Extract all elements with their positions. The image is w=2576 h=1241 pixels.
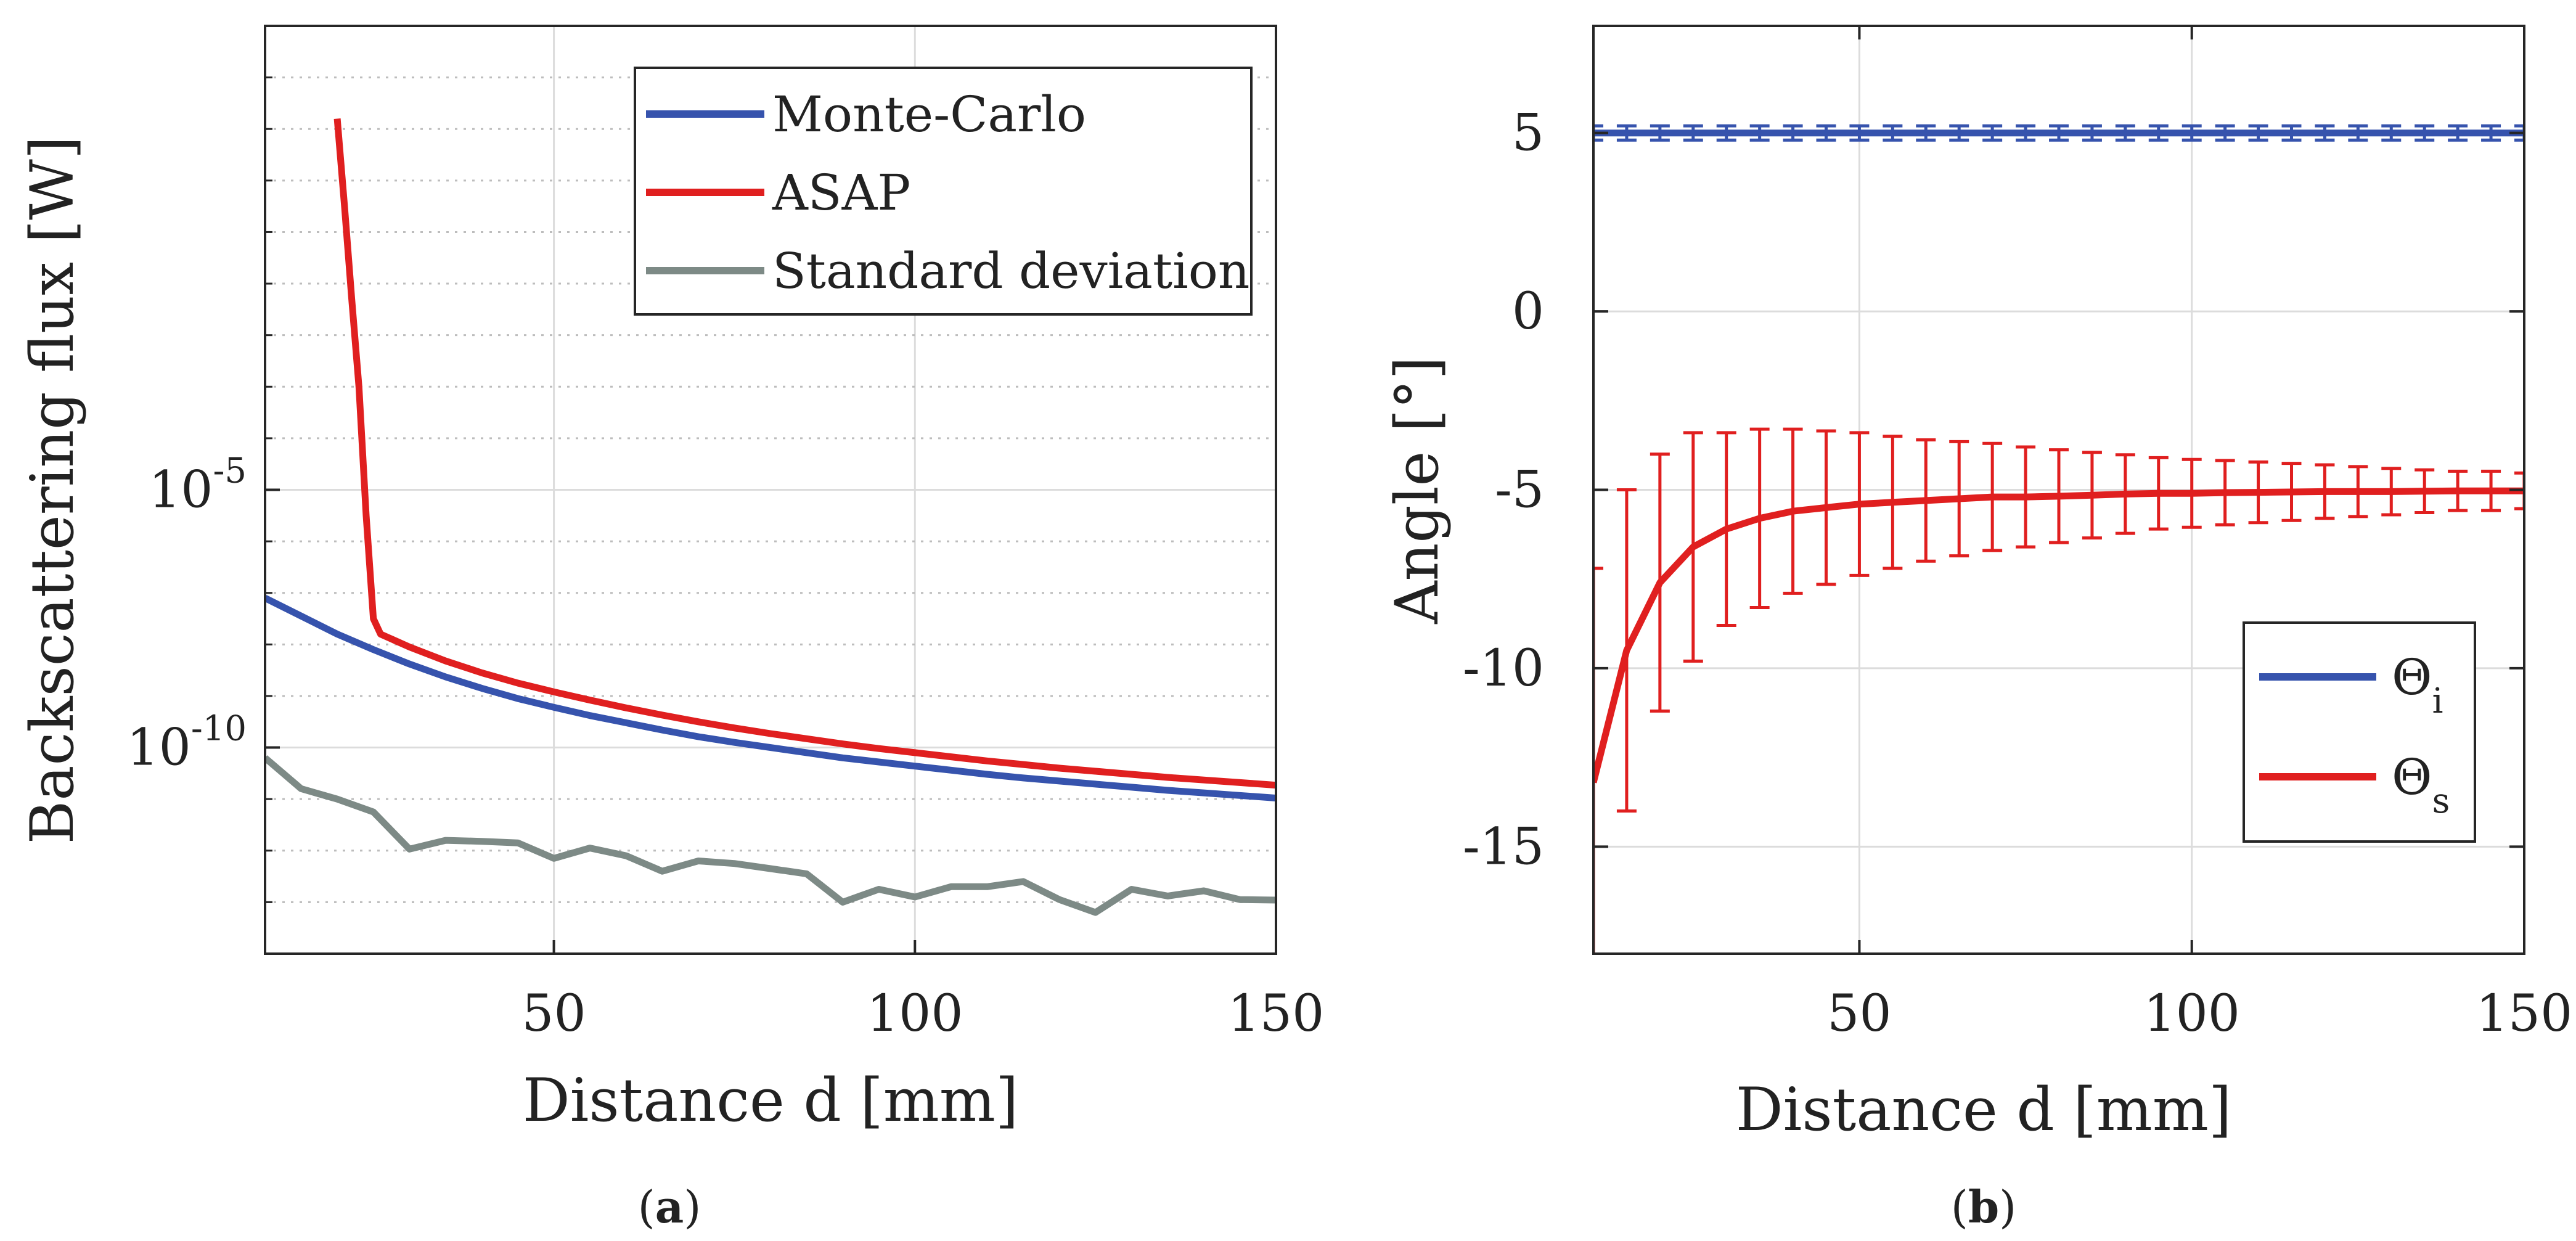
- panel-a-ylabel: Backscattering flux [W]: [18, 136, 87, 844]
- panel-a-label-close: ): [684, 1181, 701, 1233]
- panel-a-ytick-label: 10-5: [149, 451, 247, 520]
- panel-a-xlabel: Distance d [mm]: [523, 1066, 1019, 1135]
- panel-a-xtick-label: 150: [1228, 985, 1325, 1043]
- panel-a-xtick-label: 100: [867, 985, 963, 1043]
- panel-b-label-close: ): [1999, 1181, 2016, 1233]
- panel-a-ytick-label: 10-10: [126, 709, 247, 777]
- panel-a-label-open: (: [638, 1181, 655, 1233]
- panel-b-label-letter: b: [1968, 1181, 1999, 1233]
- panel-a-legend-label: ASAP: [772, 164, 910, 221]
- panel-a-ytick-base: 10: [126, 719, 190, 777]
- panel-a-series-line-asap: [333, 118, 1276, 789]
- panel-a-legend-label: Monte-Carlo: [772, 86, 1086, 143]
- panel-a-label: (a): [638, 1181, 701, 1233]
- panel-a-series-line-monte-carlo: [265, 595, 1276, 801]
- panel-a-legend-label: Standard deviation: [772, 242, 1249, 300]
- panel-a-ytick-exponent: -10: [191, 709, 247, 749]
- panel-b-series-group: [1593, 124, 2524, 954]
- panel-a-series-line-standard-deviation: [265, 755, 1276, 916]
- panel-b-ytick-label: 0: [1512, 282, 1544, 341]
- panel-a-ytick-base: 10: [149, 461, 213, 520]
- panel-b-legend-label-sub: s: [2432, 781, 2450, 821]
- panel-b-legend-label-base: Θ: [2392, 649, 2432, 706]
- panel-b-ytick-label: 5: [1512, 104, 1544, 163]
- panel-b-xtick-label: 100: [2143, 985, 2240, 1043]
- panel-b-label: (b): [1951, 1181, 2017, 1233]
- panel-b-legend-label: Θi: [2392, 649, 2443, 721]
- panel-a-legend: Monte-Carlo ASAP Standard deviation: [634, 67, 1253, 316]
- panel-a-label-letter: a: [655, 1181, 684, 1233]
- panel-b-xtick-label: 50: [1827, 985, 1891, 1043]
- panel-a-xtick-label: 50: [521, 985, 586, 1043]
- panel-b-xtick-label: 150: [2476, 985, 2573, 1043]
- panel-b-series-line-theta-s: [1593, 487, 2524, 784]
- panel-b-ylabel: Angle [°]: [1383, 356, 1452, 625]
- panel-b-legend-label-base: Θ: [2392, 748, 2432, 806]
- panel-b-label-open: (: [1951, 1181, 1968, 1233]
- panel-b-legend-box: [2243, 621, 2476, 843]
- panel-a-ytick-exponent: -5: [213, 451, 247, 491]
- panel-b-legend-label: Θs: [2392, 748, 2450, 821]
- panel-b-ytick-label: -15: [1463, 817, 1544, 876]
- panel-b-legend-label-sub: i: [2432, 681, 2443, 721]
- panel-b-ytick-label: -5: [1495, 461, 1544, 520]
- panel-a-series-group: [265, 118, 1276, 916]
- panel-b-xlabel: Distance d [mm]: [1736, 1075, 2232, 1144]
- panel-b-ytick-label: -10: [1463, 639, 1544, 698]
